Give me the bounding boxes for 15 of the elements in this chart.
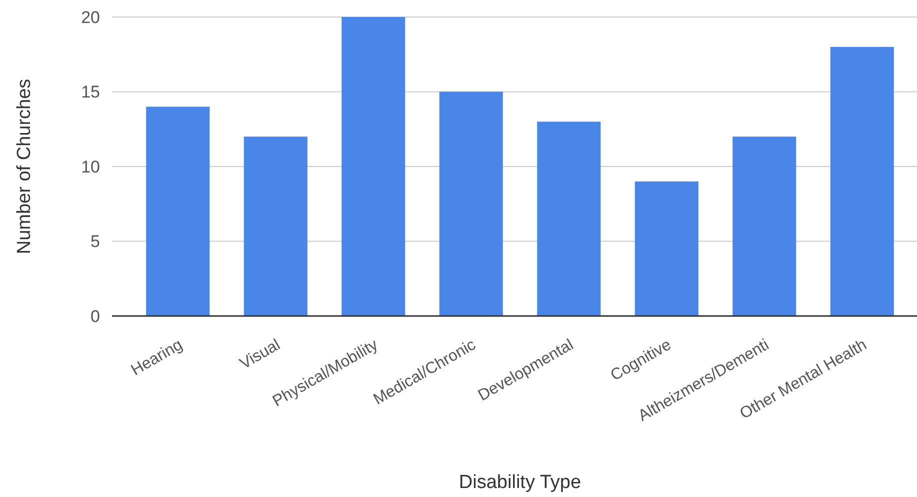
bar bbox=[830, 46, 894, 316]
bar bbox=[732, 136, 796, 316]
y-tick-label: 0 bbox=[90, 306, 100, 326]
x-axis-title: Disability Type bbox=[458, 472, 582, 493]
bar bbox=[537, 122, 601, 316]
bar bbox=[634, 181, 698, 316]
bar bbox=[146, 106, 210, 316]
bar bbox=[342, 17, 406, 316]
y-tick-label: 10 bbox=[81, 157, 100, 176]
y-axis-title: Number of Churches bbox=[14, 78, 35, 254]
bar bbox=[439, 92, 503, 316]
y-tick-label: 5 bbox=[90, 232, 100, 252]
bar bbox=[244, 136, 308, 316]
y-tick-label: 15 bbox=[81, 82, 100, 102]
y-tick-label: 20 bbox=[81, 8, 100, 27]
